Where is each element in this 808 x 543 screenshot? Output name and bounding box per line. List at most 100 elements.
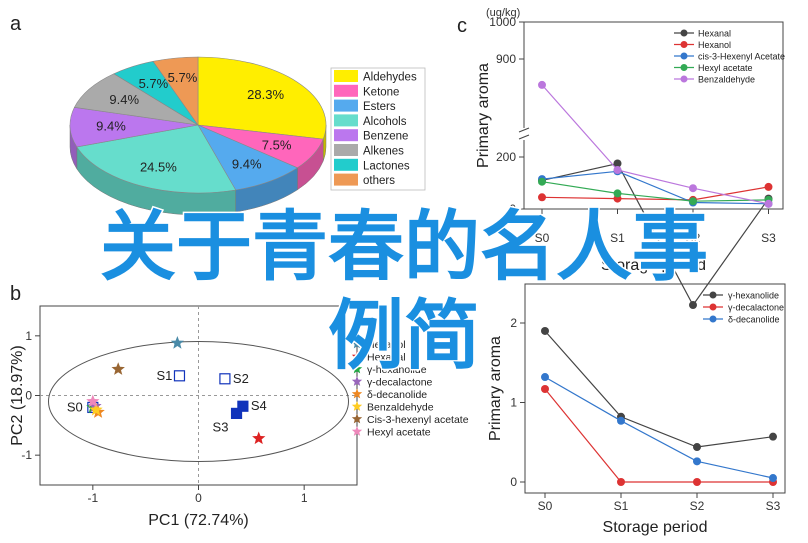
sample-marker-3 (230, 407, 243, 419)
pie-value-label-2: 9.4% (232, 156, 262, 171)
series-point-3-0 (538, 177, 546, 186)
scatter-legend-label-5: Benzaldehyde (367, 402, 434, 414)
series-point-0-1 (613, 159, 622, 168)
series-point-2-1 (617, 416, 625, 425)
series-point-3-1 (613, 189, 622, 198)
series-line-1 (544, 388, 773, 483)
line-legend-label-2: cis-3-Hexenyl Acetate (698, 52, 785, 62)
loading-marker-7 (86, 394, 100, 408)
pie-chart: 28.3%7.5%9.4%24.5%9.4%9.4%5.7% 5.7% (69, 56, 327, 216)
series-point-2-2 (693, 457, 701, 466)
legend-swatch-2 (334, 99, 358, 112)
legend-label-5: Alkenes (363, 146, 404, 158)
series-line-4 (541, 84, 769, 205)
legend-swatch-3 (334, 114, 358, 127)
scatter-legend-marker-6 (351, 413, 363, 424)
y-tick-label-1: 900 (496, 52, 516, 66)
line-legend-label-4: Benzaldehyde (698, 75, 755, 85)
scatter-legend-label-3: γ-decalactone (367, 377, 433, 389)
panel-label-c: c (457, 15, 467, 37)
scatter-legend-label-6: Cis-3-hexenyl acetate (367, 414, 469, 426)
scatter-legend-label-7: Hexyl acetate (367, 427, 431, 439)
series-line-0 (541, 162, 769, 307)
legend-swatch-0 (334, 70, 358, 82)
y-tick-label-2: -1 (21, 448, 32, 462)
series-point-1-1 (617, 478, 625, 486)
y-tick-label-1: 0 (25, 389, 32, 403)
series-line-2 (544, 376, 774, 479)
pie-value-label-7: 5.7% (168, 70, 198, 85)
scatter-legend-marker-4 (351, 388, 363, 399)
series-point-1-0 (538, 193, 546, 202)
legend-swatch-1 (334, 84, 358, 97)
series-point-4-1 (613, 166, 622, 174)
unit-label: (ug/kg) (486, 7, 520, 19)
sample-label-2: S2 (233, 371, 249, 386)
x-tick-label-2: S2 (686, 231, 701, 245)
line-legend-label-0: γ-hexanolide (728, 291, 779, 301)
scatter-legend-label-0: Hexanol (367, 339, 406, 351)
plot-frame (524, 283, 786, 494)
axis-break-mark-2 (518, 134, 530, 140)
sample-marker-4 (237, 400, 249, 412)
pie-value-label-5: 9.4% (109, 92, 139, 107)
x-tick-label-2: S2 (690, 499, 705, 513)
aroma-line-chart-c: 1000 900 200 0 (ug/kg) S0 S1 S2 S3 Storage period… (475, 7, 785, 310)
series-line-0 (544, 330, 774, 448)
x-axis-label: Storage period (603, 519, 708, 536)
series-point-1-3 (764, 182, 773, 191)
loading-marker-0 (170, 336, 184, 349)
line-legend-label-1: γ-decalactone (728, 303, 784, 313)
y-axis-label: Primary aroma (475, 63, 492, 168)
legend-label-6: Lactones (363, 160, 410, 172)
line-legend-marker-0 (680, 29, 688, 37)
sample-label-1: S1 (156, 368, 172, 383)
y-tick-label-0: 1 (25, 329, 32, 343)
legend-label-3: Alcohols (363, 116, 407, 128)
legend-label-0: Aldehydes (363, 72, 417, 84)
sample-marker-1 (173, 370, 186, 382)
y-tick-label-2: 2 (510, 316, 517, 330)
pie-slice-4 (69, 107, 199, 148)
line-legend-label-0: Hexanal (698, 29, 731, 39)
x-tick-label-1: 0 (195, 491, 202, 505)
scatter-legend-label-1: Hexanal (367, 352, 406, 364)
series-point-0-0 (541, 326, 549, 335)
y-tick-label-0: 1000 (489, 15, 516, 29)
scatter-legend-label-2: γ-hexanolide (367, 364, 427, 376)
line-legend-marker-2 (709, 315, 717, 323)
aroma-line-chart-d: 0 1 2 S0 S1 S2 S3 Storage period Primary aroma γ-… (487, 283, 786, 536)
overlay-title: 关于青春的名人事 例简 (99, 201, 710, 382)
scatter-legend-label-4: δ-decanolide (367, 389, 427, 401)
loading-marker-1 (252, 431, 266, 445)
pie-slice-5 (73, 73, 199, 126)
pie-legend: Aldehydes Ketone Esters Alcohols Benzene Alke… (330, 67, 426, 191)
pie-slice-2 (197, 124, 299, 191)
sample-label-0: S0 (67, 399, 83, 414)
series-point-2-3 (769, 474, 777, 483)
axis-break-mask (520, 128, 530, 140)
series-point-0-2 (693, 443, 701, 452)
x-tick-label-0: S0 (538, 499, 553, 513)
series-point-0-2 (689, 301, 697, 310)
axis-break-mark-1 (518, 127, 530, 133)
y-tick-label-2: 200 (496, 150, 516, 164)
legend-label-2: Esters (363, 101, 396, 113)
pca-scatter-chart: -1 0 1 1 0 -1 PC1 (72.74%) PC2 (18.97%) S0 S1 S2 S3… (9, 305, 469, 529)
plot-frame (523, 21, 784, 210)
x-tick-label-0: -1 (87, 491, 98, 505)
overlay-title-line2: 例简 (328, 291, 480, 380)
scatter-legend-marker-7 (351, 426, 363, 436)
loading-marker-5 (89, 402, 103, 416)
y-axis-label: Primary aroma (487, 336, 504, 441)
pie-slice-0 (197, 56, 327, 140)
series-line-2 (541, 170, 769, 205)
sample-label-4: S4 (251, 398, 267, 413)
scatter-legend-marker-1 (351, 351, 363, 361)
line-legend-label-1: Hexanol (698, 40, 731, 50)
line-legend-marker-3 (680, 64, 688, 71)
sample-marker-2 (219, 373, 231, 385)
legend-swatch-7 (334, 173, 358, 186)
legend-label-1: Ketone (363, 86, 399, 98)
